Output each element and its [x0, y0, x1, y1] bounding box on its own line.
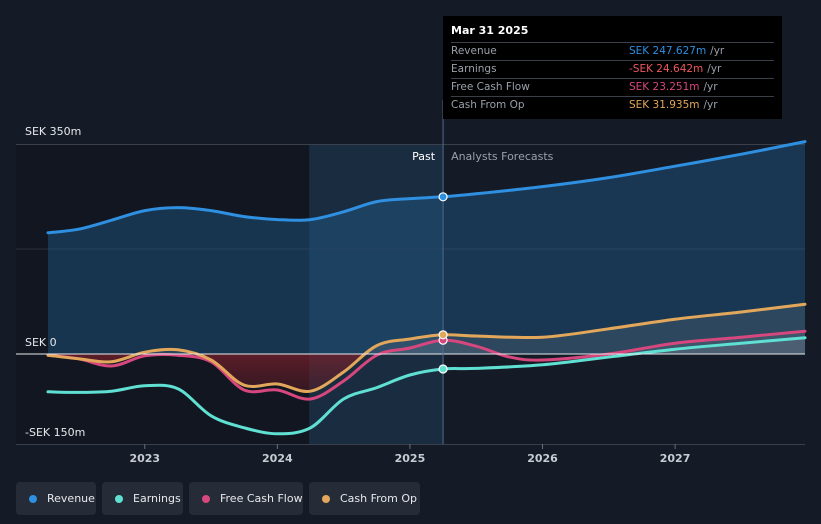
pre-past-band [16, 144, 310, 444]
x-tick-label: 2023 [129, 452, 160, 465]
free-cash-flow-positive-area [48, 331, 805, 354]
tooltip-unit: /yr [703, 81, 718, 93]
tooltip: Mar 31 2025 Revenue SEK 247.627m /yr Ear… [443, 16, 782, 119]
revenue-line [46, 140, 807, 235]
x-tick-label: 2024 [262, 452, 293, 465]
tooltip-date: Mar 31 2025 [451, 24, 529, 37]
x-tick-label: 2025 [395, 452, 426, 465]
tooltip-unit: /yr [707, 63, 722, 75]
earnings-positive-area [48, 337, 805, 354]
legend-label: Cash From Op [340, 492, 418, 505]
past-band [309, 144, 444, 444]
cash-from-op-line [46, 302, 807, 394]
y-tick-label: SEK 0 [25, 336, 57, 349]
cash-from-op-point [438, 330, 448, 340]
legend-label: Revenue [47, 492, 95, 505]
tooltip-label: Cash From Op [451, 99, 525, 111]
tooltip-row-revenue: Revenue SEK 247.627m /yr [451, 42, 774, 60]
tooltip-label: Earnings [451, 63, 497, 75]
tooltip-label: Free Cash Flow [451, 81, 530, 93]
forecast-label: Analysts Forecasts [451, 150, 554, 163]
negative-area [48, 354, 805, 392]
x-tick-label: 2026 [527, 452, 558, 465]
tooltip-value: SEK 247.627m [629, 45, 707, 57]
legend-label: Earnings [133, 492, 181, 505]
tooltip-row-cash-from-op: Cash From Op SEK 31.935m /yr [451, 96, 774, 114]
y-tick-label: SEK 350m [25, 125, 81, 138]
revenue-dot-icon [29, 494, 37, 503]
tooltip-unit: /yr [710, 45, 725, 57]
earnings-dot-icon [115, 494, 123, 503]
past-label: Past [412, 150, 436, 163]
revenue-point [438, 192, 448, 202]
legend-item-revenue[interactable]: Revenue [16, 482, 96, 515]
tooltip-unit: /yr [703, 99, 718, 111]
legend-label: Free Cash Flow [220, 492, 303, 505]
legend-item-earnings[interactable]: Earnings [102, 482, 183, 515]
tooltip-row-earnings: Earnings -SEK 24.642m /yr [451, 60, 774, 78]
tooltip-value: SEK 31.935m [629, 99, 700, 111]
cash-from-op-positive-area [48, 304, 805, 354]
y-tick-label: -SEK 150m [25, 426, 85, 439]
revenue-area [48, 141, 805, 354]
tooltip-row-free-cash-flow: Free Cash Flow SEK 23.251m /yr [451, 78, 774, 96]
earnings-point [438, 364, 448, 374]
tooltip-value: -SEK 24.642m [629, 63, 704, 75]
tooltip-label: Revenue [451, 45, 497, 57]
free-cash-flow-dot-icon [202, 494, 210, 503]
earnings-line [46, 336, 807, 436]
legend-item-free-cash-flow[interactable]: Free Cash Flow [189, 482, 303, 515]
cash-from-op-dot-icon [322, 494, 330, 503]
legend-item-cash-from-op[interactable]: Cash From Op [309, 482, 420, 515]
tooltip-value: SEK 23.251m [629, 81, 700, 93]
x-tick-label: 2027 [660, 452, 691, 465]
